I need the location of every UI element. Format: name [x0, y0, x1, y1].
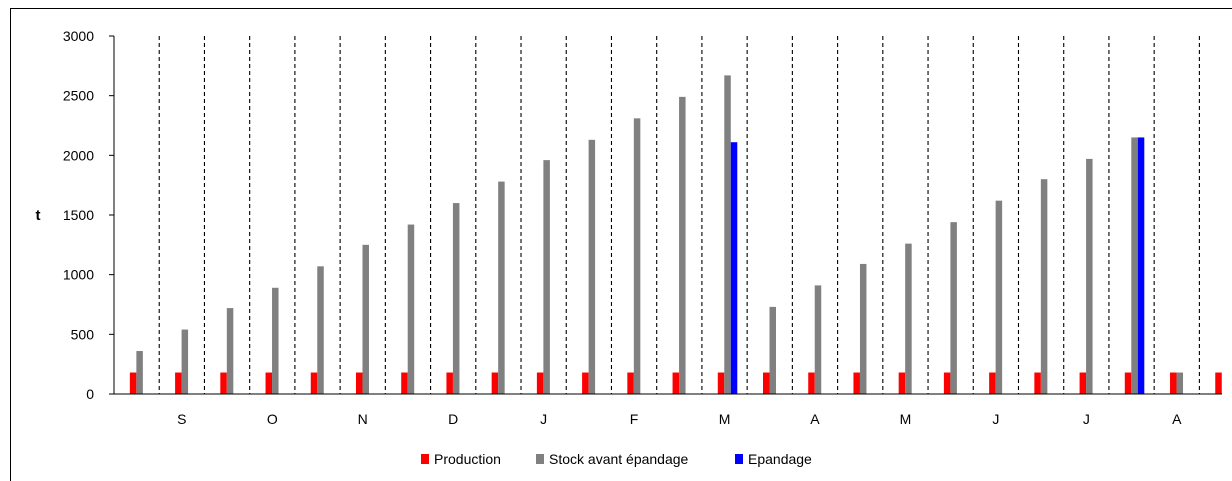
stock-bar [1176, 372, 1184, 394]
stock-bar [814, 285, 822, 394]
y-tick-label: 0 [86, 386, 94, 402]
x-tick-label: S [177, 411, 186, 427]
stock-bar [452, 203, 460, 394]
x-tick-label: N [358, 411, 368, 427]
stock-legend-label: Stock avant épandage [549, 451, 689, 467]
production-bar [446, 372, 453, 394]
bars [129, 75, 1222, 395]
stock-bar [1086, 158, 1093, 394]
x-tick-label: J [992, 411, 999, 427]
x-tick-label: O [267, 411, 278, 427]
production-bar [401, 372, 408, 394]
stock-bar [272, 287, 279, 394]
production-bar [491, 372, 499, 394]
stock-bar [362, 244, 369, 394]
stock-bar [724, 75, 731, 394]
production-bar [310, 372, 318, 394]
stock-bar [679, 96, 686, 395]
production-bar [763, 372, 770, 394]
epandage-legend-label: Epandage [748, 451, 812, 467]
y-tick-label: 2500 [63, 88, 94, 104]
production-bar [582, 372, 589, 394]
production-bar [717, 372, 725, 394]
production-bar [672, 372, 680, 394]
production-bar [808, 372, 815, 394]
stock-bar [995, 200, 1003, 394]
y-axis-label: t [36, 207, 41, 224]
production-bar [129, 372, 137, 394]
stock-bar [136, 351, 143, 394]
x-tick-label: D [448, 411, 458, 427]
stock-bar [905, 243, 912, 394]
production-bar [536, 372, 544, 394]
stock-bar [950, 222, 957, 394]
x-tick-label: M [719, 411, 731, 427]
production-bar [220, 372, 227, 394]
epandage-bar [730, 142, 738, 394]
stock-bar [769, 306, 777, 394]
legend: Production Stock avant épandage Epandage [421, 451, 812, 467]
production-bar [1215, 372, 1222, 394]
production-bar [265, 372, 273, 394]
x-tick-label: J [1083, 411, 1090, 427]
stock-bar [859, 263, 867, 394]
production-bar [1170, 372, 1177, 394]
epandage-bar [1137, 137, 1145, 394]
y-tick-label: 3000 [63, 28, 94, 44]
x-tick-label: A [1172, 411, 1182, 427]
gridlines [158, 36, 1200, 394]
stock-bar [498, 181, 505, 394]
production-bar [943, 372, 951, 394]
stock-bar [588, 139, 596, 394]
stock-legend-swatch [536, 454, 544, 464]
y-tick-label: 500 [71, 326, 95, 342]
y-tick-label: 1000 [63, 267, 94, 283]
production-bar [355, 372, 363, 394]
axes [109, 35, 1222, 395]
x-tick-label: J [540, 411, 547, 427]
stock-bar [633, 118, 641, 394]
production-bar [989, 372, 996, 394]
y-tick-label: 1500 [63, 207, 94, 223]
production-bar [1079, 372, 1087, 394]
production-bar [627, 372, 634, 394]
production-bar [175, 372, 182, 394]
production-legend-label: Production [434, 451, 501, 467]
stock-bar [407, 224, 415, 394]
stock-bar [1131, 137, 1138, 394]
stock-bar [181, 329, 189, 394]
stock-bar [1040, 179, 1048, 394]
y-tick-labels: 0 500 1000 1500 2000 2500 3000 [63, 28, 94, 402]
x-tick-label: F [630, 411, 639, 427]
x-tick-label: M [900, 411, 912, 427]
production-bar [853, 372, 860, 394]
stock-bar [543, 160, 550, 394]
production-bar [1034, 372, 1041, 394]
production-legend-swatch [421, 454, 429, 464]
y-tick-label: 2000 [63, 147, 94, 163]
stock-bar [317, 266, 324, 394]
production-bar [898, 372, 906, 394]
stock-bar [226, 308, 234, 394]
epandage-legend-swatch [735, 454, 743, 464]
x-tick-label: A [810, 411, 820, 427]
chart-frame [10, 8, 1232, 481]
production-bar [1124, 372, 1132, 394]
